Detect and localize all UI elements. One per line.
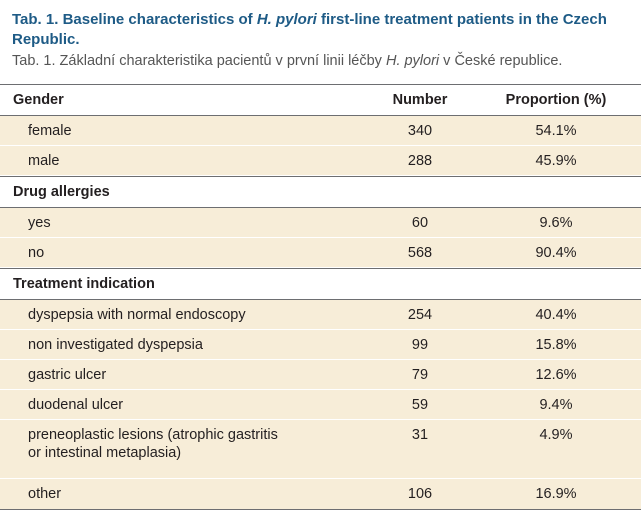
row-proportion: 90.4% [535,245,577,261]
table-row: non investigated dyspepsia 99 15.8% [0,330,641,360]
row-label: preneoplastic lesions (atrophic gastriti… [28,427,278,461]
row-number: 106 [407,486,433,502]
section-label: Drug allergies [13,184,110,200]
row-proportion: 15.8% [535,337,577,353]
header-number: Number [392,92,448,108]
row-label: non investigated dyspepsia [28,337,203,353]
row-proportion: 16.9% [535,486,577,502]
caption-czech: Tab. 1. Základní charakteristika pacient… [12,53,563,69]
section-drug-allergies: Drug allergies [0,177,641,207]
row-label: yes [28,215,51,231]
row-number: 254 [407,307,433,323]
row-proportion: 9.6% [539,215,573,231]
table-row: duodenal ulcer 59 9.4% [0,390,641,420]
row-label: gastric ulcer [28,367,107,383]
row-number: 568 [407,245,433,261]
row-proportion: 45.9% [535,153,577,169]
section-treatment-indication: Treatment indication [0,269,641,299]
row-label: no [28,245,45,261]
caption-english: Tab. 1. Baseline characteristics of H. p… [12,11,607,48]
table-row: no 568 90.4% [0,238,641,268]
header-proportion: Proportion (%) [505,92,607,108]
row-proportion: 54.1% [535,123,577,139]
table-row: female 340 54.1% [0,116,641,146]
row-proportion: 9.4% [539,397,573,413]
row-number: 99 [411,337,429,353]
baseline-characteristics-table: Gender Number Proportion (%) female 340 … [0,84,641,510]
row-proportion: 12.6% [535,367,577,383]
row-number: 31 [411,427,429,443]
table-row: male 288 45.9% [0,146,641,176]
row-proportion: 4.9% [539,427,573,443]
row-number: 340 [407,123,433,139]
row-proportion: 40.4% [535,307,577,323]
row-label: other [28,486,62,502]
section-label: Treatment indication [13,276,155,292]
row-number: 79 [411,367,429,383]
table-row: yes 60 9.6% [0,208,641,238]
table-caption: Tab. 1. Baseline characteristics of H. p… [12,10,632,71]
table-row: dyspepsia with normal endoscopy 254 40.4… [0,300,641,330]
row-number: 59 [411,397,429,413]
table-row: preneoplastic lesions (atrophic gastriti… [0,420,641,479]
header-gender: Gender [13,92,64,108]
table-header-row: Gender Number Proportion (%) [0,85,641,115]
row-label: duodenal ulcer [28,397,124,413]
row-number: 60 [411,215,429,231]
row-label: female [28,123,72,139]
table-row: gastric ulcer 79 12.6% [0,360,641,390]
row-label: male [28,153,60,169]
row-number: 288 [407,153,433,169]
row-label: dyspepsia with normal endoscopy [28,307,246,323]
table-row: other 106 16.9% [0,479,641,509]
